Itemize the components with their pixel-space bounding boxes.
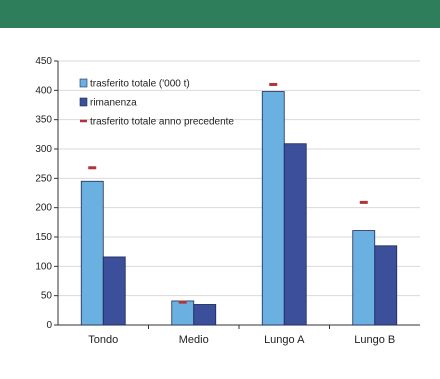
y-tick-label: 150 [35, 232, 52, 243]
chart-frame: 0 50 100 150 200 250 300 350 400 450 Tondo Medio Lun… [0, 28, 440, 374]
bar-trasferito [261, 91, 285, 326]
bar-trasferito [80, 180, 104, 326]
bar-rimanenza [374, 245, 398, 326]
y-tick-label: 100 [35, 261, 52, 272]
legend-label: trasferito totale ('000 t) [90, 79, 190, 90]
y-tick-label: 450 [35, 56, 52, 67]
x-tick-label: Lungo A [264, 334, 305, 346]
y-tick-label: 400 [35, 85, 52, 96]
x-tick-label: Tondo [88, 334, 118, 346]
y-tick-label: 350 [35, 115, 52, 126]
bar-trasferito [352, 230, 376, 326]
x-tick-label: Lungo B [354, 334, 395, 346]
bar-chart: 0 50 100 150 200 250 300 350 400 450 Tondo Medio Lun… [35, 56, 420, 346]
y-tick-label: 200 [35, 203, 52, 214]
header-banner [0, 0, 440, 28]
y-tick-label: 50 [41, 291, 53, 302]
legend-label: trasferito totale anno precedente [90, 117, 234, 128]
bar-trasferito [171, 300, 195, 326]
bar-rimanenza [193, 304, 217, 326]
x-tick-label: Medio [179, 334, 209, 346]
legend-label: rimanenza [90, 98, 137, 109]
y-tick-label: 250 [35, 173, 52, 184]
y-tick-label: 0 [46, 320, 52, 331]
bar-rimanenza [102, 256, 126, 326]
legend-swatch [79, 78, 88, 88]
y-tick-label: 300 [35, 144, 52, 155]
bar-rimanenza [283, 143, 307, 326]
legend-swatch [79, 97, 88, 107]
